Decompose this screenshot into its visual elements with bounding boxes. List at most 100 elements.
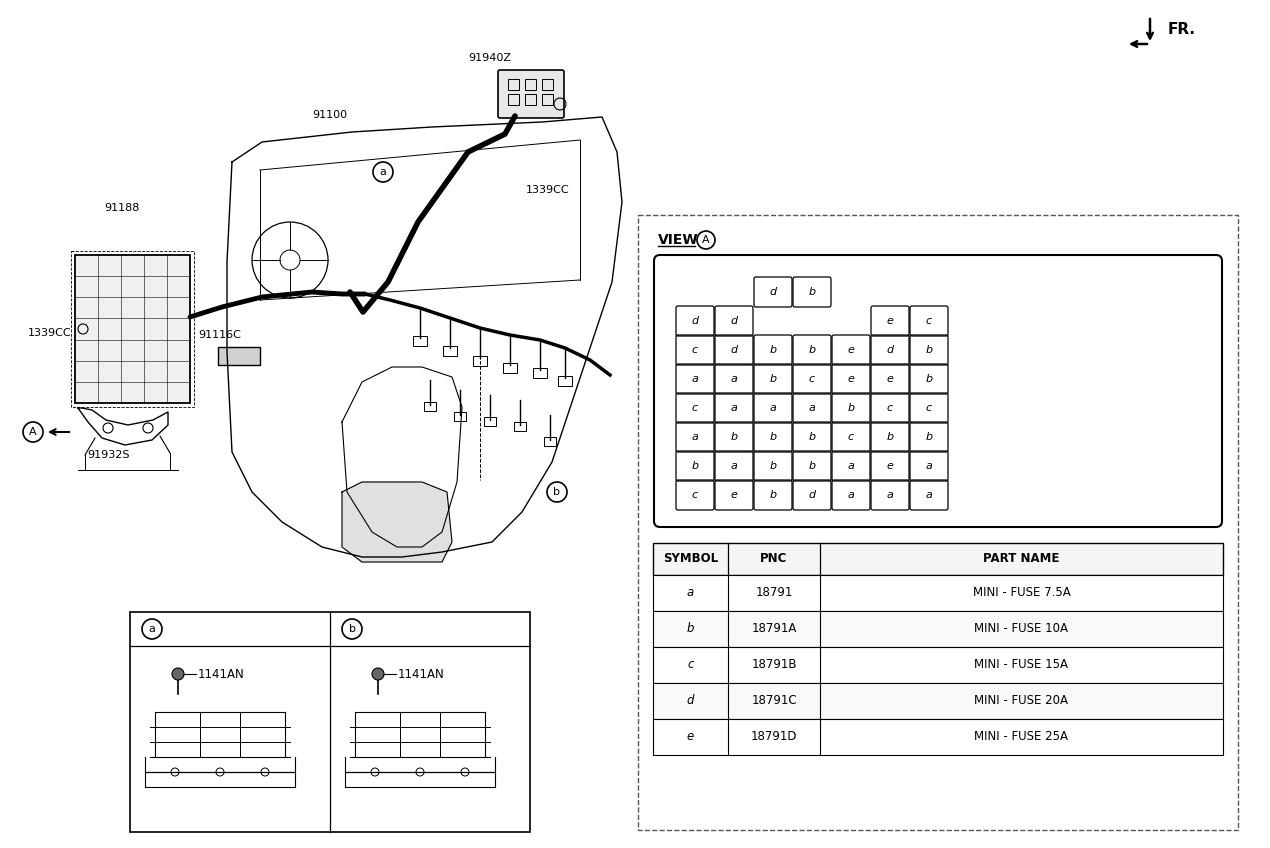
- Text: c: c: [926, 316, 932, 326]
- Text: a: a: [730, 461, 738, 471]
- Text: 1141AN: 1141AN: [398, 667, 444, 680]
- Text: MINI - FUSE 15A: MINI - FUSE 15A: [974, 659, 1068, 672]
- Text: d: d: [730, 345, 738, 355]
- Text: a: a: [380, 167, 386, 177]
- Text: b: b: [770, 490, 776, 500]
- Text: e: e: [730, 490, 738, 500]
- Text: b: b: [926, 345, 932, 355]
- Bar: [653, 647, 1223, 683]
- Text: e: e: [886, 461, 893, 471]
- Text: 91100: 91100: [312, 110, 348, 120]
- Bar: [514, 422, 526, 431]
- Text: c: c: [692, 345, 699, 355]
- Bar: [653, 575, 1223, 611]
- Text: MINI - FUSE 10A: MINI - FUSE 10A: [974, 622, 1068, 635]
- Text: 18791B: 18791B: [752, 659, 796, 672]
- Text: a: a: [926, 461, 932, 471]
- Text: a: a: [847, 490, 855, 500]
- Text: b: b: [809, 345, 815, 355]
- Text: 18791C: 18791C: [751, 695, 796, 707]
- Text: A: A: [702, 235, 710, 245]
- Text: b: b: [554, 487, 560, 497]
- FancyBboxPatch shape: [498, 70, 564, 118]
- Text: VIEW: VIEW: [658, 233, 698, 247]
- Text: 91188: 91188: [104, 203, 140, 213]
- Bar: [525, 94, 536, 105]
- Text: PNC: PNC: [761, 553, 787, 566]
- Text: c: c: [926, 403, 932, 413]
- Bar: [508, 79, 519, 90]
- Text: b: b: [809, 461, 815, 471]
- Bar: [542, 79, 552, 90]
- Text: a: a: [687, 587, 695, 600]
- Text: b: b: [770, 432, 776, 442]
- Text: b: b: [847, 403, 855, 413]
- Text: a: a: [692, 432, 699, 442]
- Text: c: c: [687, 659, 693, 672]
- Text: 91940Z: 91940Z: [469, 53, 512, 63]
- Text: c: c: [848, 432, 853, 442]
- Text: 91116C: 91116C: [198, 330, 241, 340]
- Text: b: b: [770, 345, 776, 355]
- Text: c: c: [809, 374, 815, 384]
- Text: 18791: 18791: [756, 587, 792, 600]
- Circle shape: [372, 668, 384, 680]
- Text: e: e: [847, 374, 855, 384]
- Bar: [638, 215, 1238, 830]
- Text: b: b: [348, 624, 356, 634]
- Text: b: b: [809, 432, 815, 442]
- Text: a: a: [809, 403, 815, 413]
- Bar: [653, 683, 1223, 719]
- Bar: [544, 437, 556, 446]
- Bar: [218, 347, 260, 365]
- Bar: [453, 412, 466, 421]
- Text: FR.: FR.: [1168, 22, 1196, 37]
- Text: d: d: [730, 316, 738, 326]
- Text: b: b: [730, 432, 738, 442]
- Bar: [130, 612, 530, 832]
- Text: d: d: [886, 345, 894, 355]
- Bar: [653, 719, 1223, 755]
- Text: c: c: [692, 490, 699, 500]
- Text: MINI - FUSE 7.5A: MINI - FUSE 7.5A: [973, 587, 1071, 600]
- Text: e: e: [687, 730, 695, 744]
- Text: b: b: [770, 374, 776, 384]
- Bar: [413, 336, 427, 346]
- Bar: [653, 611, 1223, 647]
- Text: A: A: [29, 427, 37, 437]
- Text: d: d: [691, 316, 698, 326]
- Bar: [424, 402, 436, 411]
- Text: b: b: [687, 622, 695, 635]
- Text: b: b: [770, 461, 776, 471]
- Text: SYMBOL: SYMBOL: [663, 553, 718, 566]
- Text: b: b: [886, 432, 894, 442]
- Text: d: d: [809, 490, 815, 500]
- Bar: [443, 346, 457, 356]
- Text: a: a: [149, 624, 155, 634]
- Text: 91932S: 91932S: [86, 450, 130, 460]
- Bar: [542, 94, 552, 105]
- Text: 1339CC: 1339CC: [28, 328, 72, 338]
- Text: a: a: [926, 490, 932, 500]
- Text: e: e: [847, 345, 855, 355]
- Text: b: b: [809, 287, 815, 297]
- Text: b: b: [926, 432, 932, 442]
- Text: c: c: [886, 403, 893, 413]
- Text: d: d: [687, 695, 695, 707]
- Circle shape: [171, 668, 184, 680]
- Text: a: a: [847, 461, 855, 471]
- Polygon shape: [342, 482, 452, 562]
- Text: 18791A: 18791A: [752, 622, 796, 635]
- Text: e: e: [886, 316, 893, 326]
- Bar: [653, 543, 1223, 575]
- Text: a: a: [692, 374, 699, 384]
- Bar: [525, 79, 536, 90]
- Bar: [484, 417, 497, 426]
- Bar: [558, 376, 572, 386]
- Bar: [75, 255, 190, 403]
- Bar: [508, 94, 519, 105]
- Text: b: b: [926, 374, 932, 384]
- Text: a: a: [730, 374, 738, 384]
- Text: b: b: [691, 461, 698, 471]
- Text: MINI - FUSE 20A: MINI - FUSE 20A: [974, 695, 1068, 707]
